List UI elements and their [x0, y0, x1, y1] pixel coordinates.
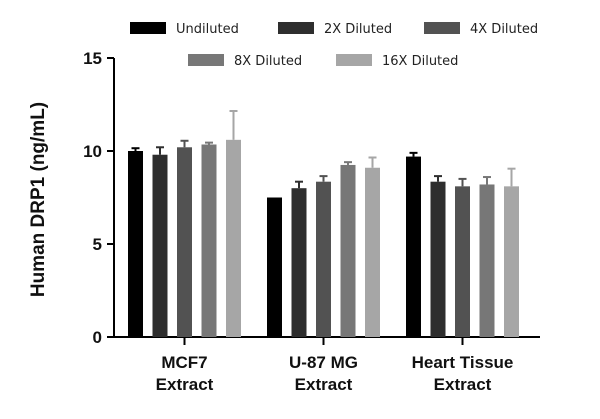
legend-label-4: 8X Diluted [234, 54, 302, 69]
bar-3-3 [455, 186, 470, 337]
bar-2-3 [316, 182, 331, 337]
bar-2-2 [292, 188, 307, 337]
legend-label-5: 16X Diluted [382, 54, 458, 69]
x-tick-label-1-line-1: MCF7 [161, 353, 207, 372]
bar-1-1 [128, 151, 143, 337]
legend-label-2: 2X Diluted [324, 22, 392, 37]
bar-chart: Undiluted 2X Diluted 4X Diluted 8X Diluted 1… [0, 0, 600, 419]
bar-1-2 [153, 155, 168, 337]
bar-3-2 [431, 182, 446, 337]
bar-2-4 [341, 165, 356, 337]
legend-label-1: Undiluted [176, 22, 239, 37]
bar-2-1 [267, 198, 282, 338]
bar-1-3 [177, 147, 192, 337]
bar-3-4 [480, 184, 495, 337]
legend-swatch-2 [278, 22, 314, 34]
x-tick-label-1-line-2: Extract [156, 375, 214, 394]
x-tick-label-2-line-1: U-87 MG [289, 353, 358, 372]
y-tick-label-10: 10 [83, 142, 102, 161]
bar-1-5 [226, 140, 241, 337]
y-tick-label-5: 5 [93, 235, 102, 254]
legend-swatch-4 [188, 54, 224, 66]
legend-label-3: 4X Diluted [470, 22, 538, 37]
chart: Undiluted 2X Diluted 4X Diluted 8X Diluted 1… [0, 0, 600, 419]
x-tick-label-2-line-2: Extract [295, 375, 353, 394]
x-tick-label-3-line-2: Extract [434, 375, 492, 394]
y-tick-label-15: 15 [83, 49, 102, 68]
bar-3-5 [504, 186, 519, 337]
legend-swatch-5 [336, 54, 372, 66]
legend-swatch-3 [424, 22, 460, 34]
x-tick-label-3-line-1: Heart Tissue [412, 353, 514, 372]
y-tick-label-0: 0 [93, 328, 102, 347]
legend-swatch-1 [130, 22, 166, 34]
bar-1-4 [202, 144, 217, 337]
bar-3-1 [406, 157, 421, 337]
bar-2-5 [365, 168, 380, 337]
y-axis-title: Human DRP1 (ng/mL) [28, 102, 49, 297]
